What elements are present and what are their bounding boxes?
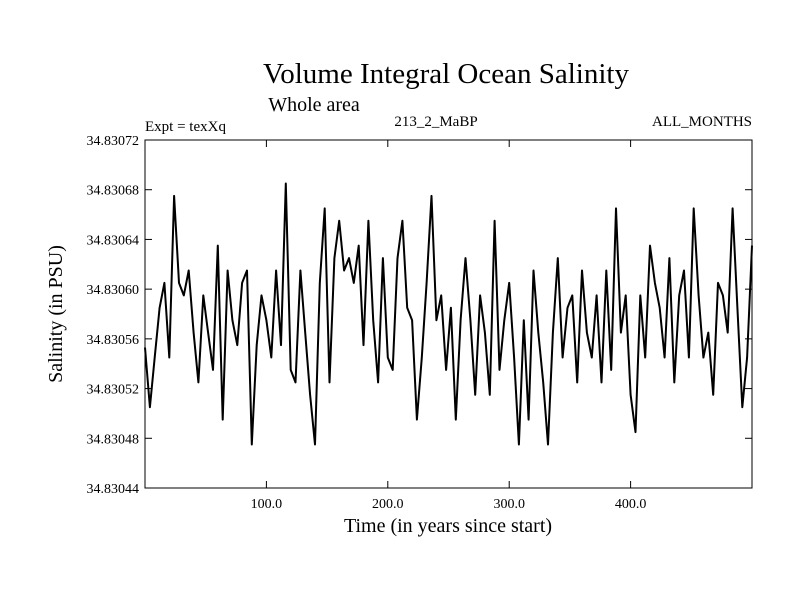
y-tick-label: 34.83048 bbox=[87, 432, 140, 447]
y-tick-label: 34.83052 bbox=[87, 383, 140, 398]
y-tick-label: 34.83064 bbox=[87, 233, 140, 248]
months-label: ALL_MONTHS bbox=[652, 114, 752, 130]
y-axis: 34.83044 34.83048 34.83052 34.83056 34.83060… bbox=[87, 134, 752, 497]
x-tick-label: 100.0 bbox=[251, 497, 283, 512]
y-tick-label: 34.83072 bbox=[87, 134, 140, 149]
chart-subtitle: Whole area bbox=[268, 94, 360, 116]
plot-frame bbox=[144, 139, 753, 489]
experiment-label: Expt = texXq bbox=[145, 119, 226, 135]
x-axis: 100.0 200.0 300.0 400.0 bbox=[251, 140, 647, 512]
x-axis-label: Time (in years since start) bbox=[344, 515, 552, 537]
x-tick-label: 200.0 bbox=[372, 497, 404, 512]
x-tick-label: 300.0 bbox=[493, 497, 525, 512]
y-tick-label: 34.83068 bbox=[87, 184, 140, 199]
y-axis-label: Salinity (in PSU) bbox=[45, 245, 67, 383]
run-label: 213_2_MaBP bbox=[394, 114, 477, 130]
y-tick-label: 34.83056 bbox=[87, 333, 140, 348]
salinity-series-line bbox=[144, 182, 753, 446]
chart-title: Volume Integral Ocean Salinity bbox=[263, 58, 629, 90]
y-tick-label: 34.83044 bbox=[87, 482, 140, 497]
y-tick-label: 34.83060 bbox=[87, 283, 140, 298]
x-tick-label: 400.0 bbox=[615, 497, 647, 512]
